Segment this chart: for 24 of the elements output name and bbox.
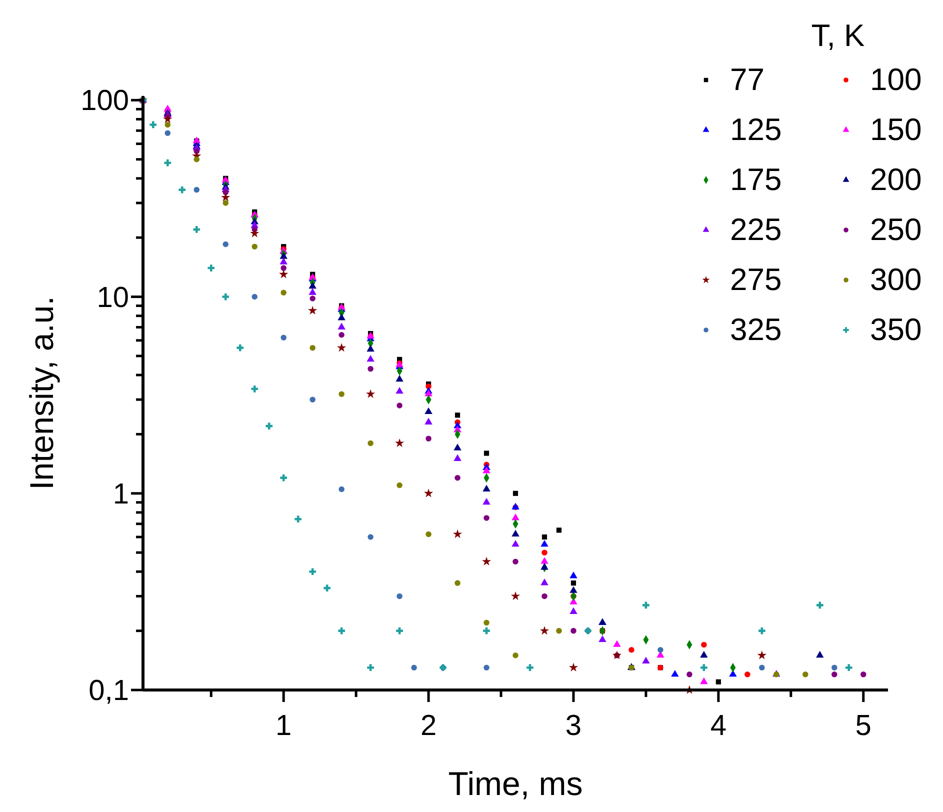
legend-label: 225 (730, 212, 782, 247)
y-tick-label: 10 (96, 282, 129, 314)
x-tick-label: 1 (276, 710, 292, 742)
legend-label: 300 (870, 262, 922, 297)
legend-label: 100 (870, 62, 922, 97)
legend-label: 325 (730, 312, 782, 347)
x-tick-label: 5 (855, 710, 872, 742)
legend-label: 150 (870, 112, 922, 147)
legend-label: 125 (730, 112, 782, 147)
legend-label: 175 (730, 162, 782, 197)
x-tick-label: 2 (420, 710, 437, 742)
legend-title: T, K (811, 18, 866, 53)
legend-label: 275 (730, 262, 782, 297)
y-axis-title: Intensity, a.u. (23, 296, 60, 490)
x-tick-label: 4 (710, 710, 726, 742)
x-tick-label: 3 (565, 710, 582, 742)
y-tick-label: 1 (112, 478, 129, 510)
legend-label: 250 (870, 212, 922, 247)
y-tick-label: 0,1 (88, 675, 129, 707)
x-axis-title: Time, ms (448, 765, 583, 802)
legend-label: 77 (730, 62, 764, 97)
y-tick-label: 100 (80, 85, 129, 118)
legend-label: 200 (870, 162, 922, 197)
legend-label: 350 (870, 312, 922, 347)
